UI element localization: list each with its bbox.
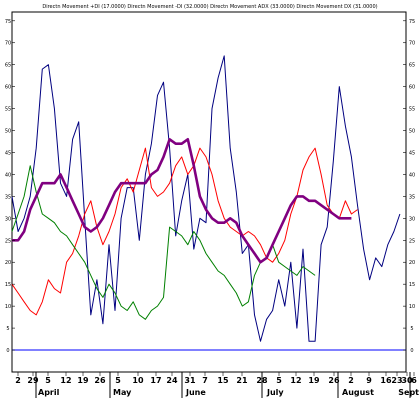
x-day-label: 5 — [276, 376, 282, 385]
x-day-label: 15 — [217, 376, 229, 385]
x-month-label: June — [185, 388, 206, 397]
x-day-label: 12 — [60, 376, 71, 385]
x-day-label: 29 — [27, 376, 39, 385]
x-day-label: 19 — [308, 376, 320, 385]
y-tick-label-right: 35 — [409, 194, 415, 200]
y-tick-label-left: 50 — [5, 129, 11, 135]
x-month-label: April — [38, 388, 60, 397]
y-tick-label-right: 65 — [409, 63, 415, 69]
x-month-label: Sept — [398, 388, 419, 397]
x-day-label: 24 — [166, 376, 178, 385]
series-group — [11, 55, 401, 342]
x-day-label: 31 — [184, 376, 196, 385]
y-tick-label-right: 50 — [409, 129, 415, 135]
x-day-label: 6 — [411, 376, 417, 385]
y-tick-label-right: 5 — [410, 326, 413, 332]
chart-title: Directn Movement +DI (17.0000) Directn M… — [42, 4, 377, 10]
x-day-label: 26 — [94, 376, 106, 385]
x-month-label: July — [266, 388, 284, 397]
series-line-2 — [11, 147, 358, 316]
y-tick-label-right: 40 — [409, 172, 415, 178]
x-day-label: 10 — [132, 376, 144, 385]
y-tick-label-right: 70 — [409, 41, 415, 47]
y-tick-label-left: 75 — [5, 19, 11, 25]
y-tick-label-right: 60 — [409, 85, 415, 91]
y-tick-label-left: 20 — [5, 260, 11, 266]
series-line-1 — [11, 55, 401, 342]
y-tick-label-right: 25 — [409, 238, 415, 244]
x-axis: 2 29 5 12 19 26 5 10 17 24 31 7 15 21 28 5 12 19 26 2 9 16 233… — [15, 372, 419, 398]
y-tick-label-left: 40 — [5, 172, 11, 178]
y-tick-label-right: 30 — [409, 216, 415, 222]
y-tick-label-right: 15 — [409, 282, 415, 288]
y-tick-label-left: 55 — [5, 107, 11, 113]
y-tick-label-right: 45 — [409, 150, 415, 156]
x-day-label: 19 — [77, 376, 89, 385]
x-day-label: 17 — [150, 376, 161, 385]
x-day-label: 23 — [391, 376, 402, 385]
x-day-label: 12 — [290, 376, 301, 385]
x-month-label: August — [342, 388, 374, 397]
x-day-label: 30 — [401, 376, 413, 385]
series-line-4 — [12, 138, 352, 264]
plot-frame — [11, 11, 407, 373]
y-tick-label-left: 15 — [5, 282, 11, 288]
y-tick-label-left: 10 — [5, 304, 11, 310]
x-day-label: 21 — [236, 376, 248, 385]
y-tick-label-right: 55 — [409, 107, 415, 113]
x-day-label: 2 — [348, 376, 354, 385]
plot-border — [11, 11, 407, 373]
y-tick-label-left: 65 — [5, 63, 11, 69]
x-day-label: 2 — [15, 376, 21, 385]
y-tick-label-right: 0 — [410, 348, 413, 354]
x-day-label: 9 — [366, 376, 372, 385]
y-tick-label-right: 75 — [409, 19, 415, 25]
x-month-label: May — [113, 388, 132, 397]
y-axis-left: 0 5 10 15 20 25 30 35 40 45 50 55 60 65 70 75 — [5, 19, 15, 354]
y-tick-label-left: 60 — [5, 85, 11, 91]
y-tick-label-left: 0 — [6, 348, 9, 354]
y-tick-label-left: 30 — [5, 216, 11, 222]
y-tick-label-left: 70 — [5, 41, 11, 47]
y-tick-label-left: 45 — [5, 150, 11, 156]
y-tick-label-right: 10 — [409, 304, 415, 310]
x-day-label: 16 — [380, 376, 392, 385]
x-day-label: 26 — [328, 376, 340, 385]
y-axis-right: 0 5 10 15 20 25 30 35 40 45 50 55 60 65 70 75 — [403, 19, 415, 354]
y-tick-label-left: 25 — [5, 238, 11, 244]
y-tick-label-left: 35 — [5, 194, 11, 200]
y-tick-label-right: 20 — [409, 260, 415, 266]
y-tick-label-left: 5 — [6, 326, 9, 332]
x-day-label: 5 — [115, 376, 121, 385]
x-day-label: 7 — [202, 376, 208, 385]
x-day-label: 5 — [45, 376, 51, 385]
